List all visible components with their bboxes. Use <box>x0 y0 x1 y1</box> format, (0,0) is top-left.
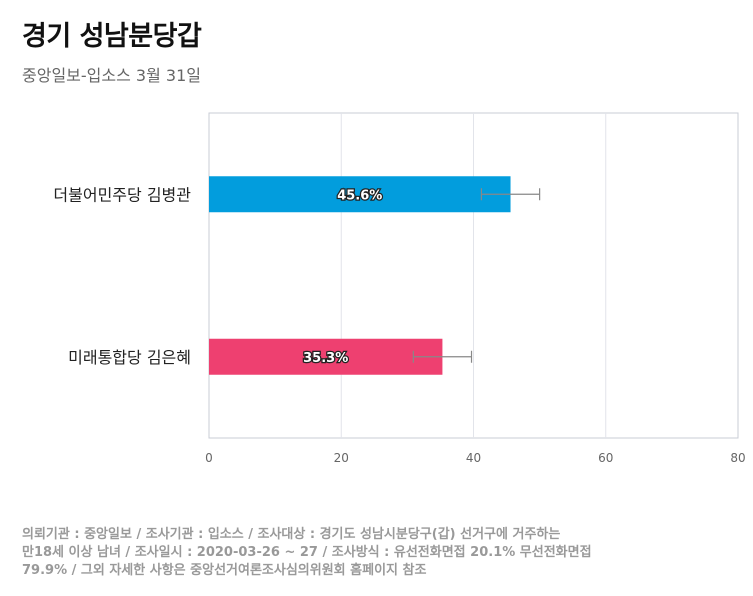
page-title: 경기 성남분당갑 <box>22 21 202 52</box>
category-label: 미래통합당 김은혜 <box>68 348 191 367</box>
bar-value-label: 35.3% <box>303 351 348 366</box>
bar-chart: 0 20 40 60 80 45.6% 더불어민주당 김병관 35.3% 미래통합당 김은혜 <box>53 112 746 465</box>
page-subtitle: 중앙일보-입소스 3월 31일 <box>22 66 201 85</box>
footnote-line: 의뢰기관 : 중앙일보 / 조사기관 : 입소스 / 조사대상 : 경기도 성남… <box>22 527 561 542</box>
bar-value-label: 45.6% <box>337 188 382 203</box>
x-tick-label: 40 <box>466 451 481 465</box>
category-label: 더불어민주당 김병관 <box>53 185 191 204</box>
footnote-line: 만18세 이상 남녀 / 조사일시 : 2020-03-26 ~ 27 / 조사… <box>22 545 592 560</box>
footnote: 의뢰기관 : 중앙일보 / 조사기관 : 입소스 / 조사대상 : 경기도 성남… <box>22 526 722 580</box>
x-tick-label: 60 <box>598 451 613 465</box>
bar <box>209 338 443 375</box>
x-tick-label: 80 <box>730 451 745 465</box>
x-tick-label: 0 <box>205 451 213 465</box>
bar <box>209 176 511 213</box>
x-tick-label: 20 <box>334 451 349 465</box>
footnote-line: 79.9% / 그외 자세한 사항은 중앙선거여론조사심의위원회 홈페이지 참조 <box>22 563 427 578</box>
